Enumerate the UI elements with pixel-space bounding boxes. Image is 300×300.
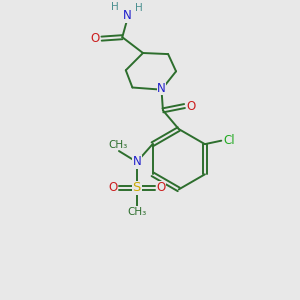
Text: O: O: [186, 100, 195, 112]
Text: CH₃: CH₃: [109, 140, 128, 150]
Text: O: O: [108, 181, 117, 194]
Text: H: H: [135, 3, 143, 14]
Text: Cl: Cl: [223, 134, 235, 147]
Text: CH₃: CH₃: [127, 207, 146, 217]
Text: N: N: [132, 155, 141, 169]
Text: H: H: [111, 2, 119, 12]
Text: O: O: [91, 32, 100, 45]
Text: N: N: [123, 9, 132, 22]
Text: N: N: [157, 82, 166, 95]
Text: O: O: [156, 181, 166, 194]
Text: S: S: [133, 181, 141, 194]
